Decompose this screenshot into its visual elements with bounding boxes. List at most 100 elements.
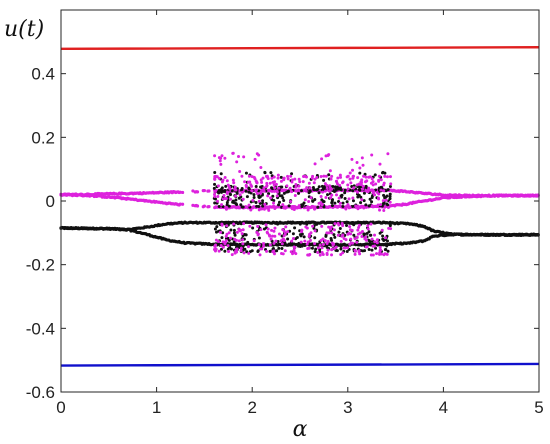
chaotic-point: [223, 242, 227, 246]
chaotic-point: [294, 183, 298, 187]
plot-area: [59, 46, 540, 367]
branch-point: [178, 190, 182, 194]
chaotic-point: [225, 203, 229, 207]
chaotic-point: [309, 196, 313, 200]
chaotic-point: [276, 222, 280, 226]
chaotic-point: [263, 170, 267, 174]
chaotic-point: [272, 175, 276, 179]
chaotic-point: [331, 184, 335, 188]
chaotic-point: [215, 199, 219, 203]
chaotic-point: [344, 238, 348, 242]
chaotic-point: [388, 185, 392, 189]
chaotic-point: [290, 172, 294, 176]
chaotic-point: [357, 225, 361, 229]
chaotic-point: [281, 228, 285, 232]
chaotic-point: [341, 204, 345, 208]
chaotic-point: [244, 171, 248, 175]
chaotic-point: [241, 242, 245, 246]
chaotic-point: [273, 234, 277, 238]
chaotic-point: [311, 199, 315, 203]
chaotic-point: [223, 249, 227, 253]
chaotic-point: [227, 238, 231, 242]
chaotic-point: [213, 171, 217, 175]
chaotic-point: [259, 166, 263, 170]
chaotic-point: [333, 222, 337, 226]
chaotic-point: [362, 174, 366, 178]
chaotic-point: [294, 185, 298, 189]
chaotic-point: [235, 250, 239, 254]
chaotic-point: [273, 186, 277, 190]
chaotic-point: [246, 240, 250, 244]
chaotic-point: [239, 246, 243, 250]
chaotic-point: [293, 194, 297, 198]
chaotic-point: [255, 192, 259, 196]
chaotic-point: [232, 222, 236, 226]
chaotic-point: [290, 190, 294, 194]
chaotic-point: [272, 198, 276, 202]
chaotic-point: [311, 186, 315, 190]
chaotic-point: [298, 222, 302, 226]
chaotic-point: [379, 188, 383, 192]
chaotic-point: [266, 227, 270, 231]
chaotic-point: [228, 193, 232, 197]
chaotic-point: [215, 225, 219, 229]
chaotic-point: [348, 177, 352, 181]
chaotic-point: [213, 177, 217, 181]
chaotic-point: [213, 154, 217, 158]
chaotic-point: [262, 189, 266, 193]
chaotic-point: [385, 244, 389, 248]
chaotic-point: [326, 193, 330, 197]
branch-point: [195, 204, 200, 208]
chaotic-point: [378, 245, 382, 249]
chaotic-point: [325, 241, 329, 245]
chaotic-point: [266, 231, 270, 235]
chaotic-point: [313, 242, 317, 246]
chaotic-point: [286, 237, 290, 241]
chaotic-point: [250, 175, 254, 179]
chaotic-point: [216, 195, 220, 199]
chaotic-point: [282, 239, 286, 243]
chaotic-point: [300, 232, 304, 236]
chaotic-point: [384, 198, 388, 202]
chaotic-point: [241, 197, 245, 201]
chaotic-point: [346, 183, 350, 187]
chaotic-point: [213, 182, 217, 186]
chaotic-point: [374, 246, 378, 250]
chaotic-point: [240, 190, 244, 194]
chaotic-point: [350, 228, 354, 232]
chaotic-point: [270, 234, 274, 238]
chaotic-point: [315, 188, 319, 192]
chaotic-point: [302, 235, 306, 239]
chaotic-point: [248, 180, 252, 184]
chaotic-point: [258, 253, 262, 257]
chaotic-point: [233, 185, 237, 189]
chaotic-point: [384, 236, 388, 240]
chaotic-point: [334, 179, 338, 183]
chaotic-point: [364, 245, 368, 249]
chaotic-point: [272, 201, 276, 205]
chaotic-point: [229, 228, 233, 232]
chaotic-point: [375, 238, 379, 242]
chaotic-point: [279, 239, 283, 243]
y-tick-label: 0.4: [31, 65, 55, 84]
chaotic-point: [369, 222, 373, 226]
chaotic-point: [355, 183, 359, 187]
chaotic-point: [351, 199, 355, 203]
chaotic-point: [341, 233, 345, 237]
tick-layer: 0 1 2 3 4 5 0.4 0.2 0 -0.2 -0.4 -0.6: [26, 10, 544, 417]
chaotic-point: [381, 199, 385, 203]
chaotic-point: [220, 154, 224, 158]
chaotic-point: [388, 194, 392, 198]
chaotic-point: [334, 245, 338, 249]
chaotic-point: [313, 236, 317, 240]
chaotic-point: [226, 183, 230, 187]
chaotic-point: [286, 230, 290, 234]
chaotic-point: [313, 198, 317, 202]
chaotic-point: [223, 222, 227, 226]
chaotic-point: [339, 175, 343, 179]
chaotic-point: [367, 248, 371, 252]
chaotic-point: [287, 204, 291, 208]
chaotic-point: [327, 173, 331, 177]
chaotic-point: [290, 180, 294, 184]
